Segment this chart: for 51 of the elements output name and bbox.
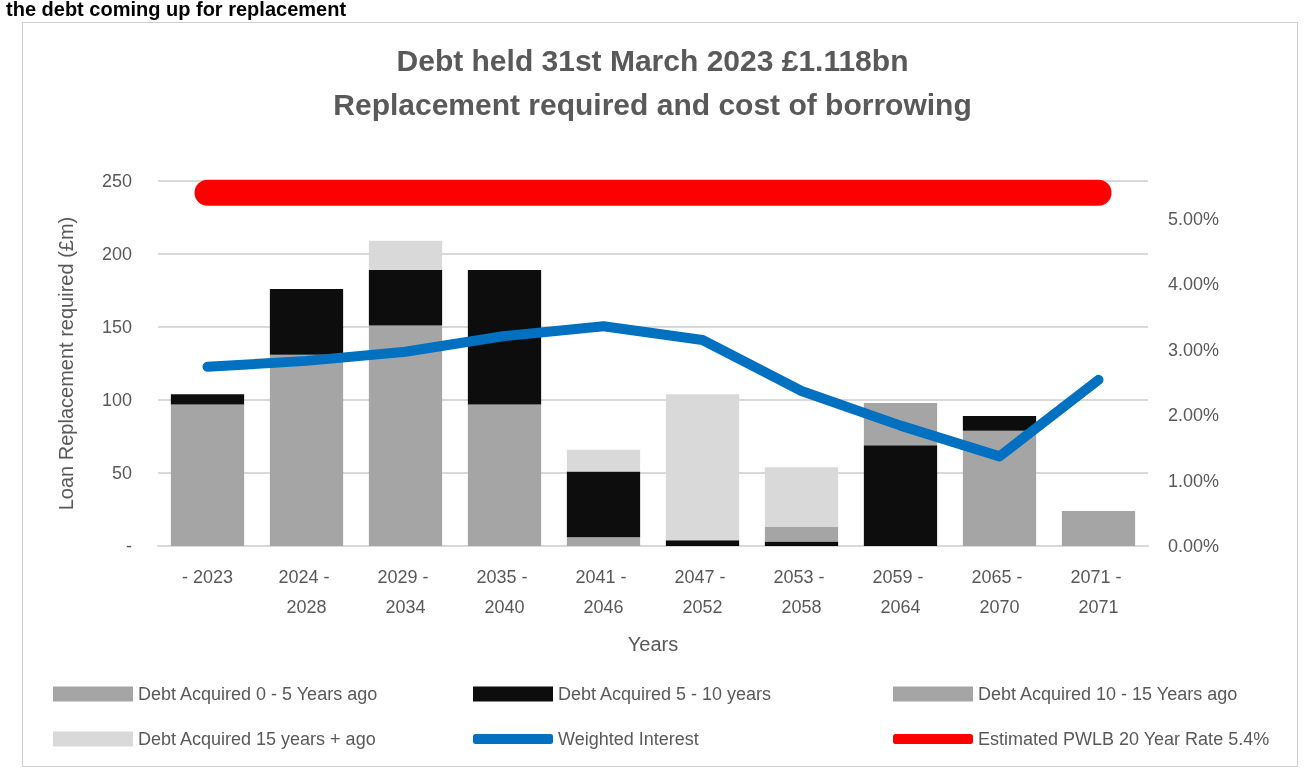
legend-label: Debt Acquired 0 - 5 Years ago — [138, 684, 378, 704]
bar — [863, 445, 938, 546]
x-tick-label: 2029 - 2034 — [377, 567, 434, 617]
legend-label: Estimated PWLB 20 Year Rate 5.4% — [978, 729, 1270, 749]
bar — [764, 541, 839, 546]
y-tick-label: 250 — [101, 171, 132, 191]
y-tick-label: 200 — [101, 244, 132, 264]
y2-tick-label: 3.00% — [1168, 339, 1220, 360]
bar — [1061, 510, 1136, 546]
bar — [665, 540, 740, 546]
y-tick-label: 150 — [101, 317, 132, 337]
x-tick-label: 2047 - 2052 — [674, 567, 731, 617]
x-tick-label: 2053 - 2058 — [773, 567, 830, 617]
y2-tick-label: 5.00% — [1168, 208, 1220, 229]
bar — [467, 404, 542, 546]
bar — [566, 449, 641, 472]
bar — [170, 394, 245, 405]
y2-tick-label: 0.00% — [1168, 536, 1220, 556]
x-axis-title: Years — [627, 633, 679, 655]
bar — [269, 354, 344, 546]
x-tick-label: 2071 - 2071 — [1070, 567, 1127, 617]
legend-label: Debt Acquired 5 - 10 years — [558, 684, 772, 704]
bar — [566, 471, 641, 538]
y-axis-title: Loan Replacement required (£m) — [55, 216, 77, 511]
x-tick-label: 2024 - 2028 — [278, 567, 335, 617]
x-tick-label: 2041 - 2046 — [575, 567, 632, 617]
x-tick-label: 2065 - 2070 — [971, 567, 1028, 617]
bar — [962, 430, 1037, 546]
x-tick-label: 2035 - 2040 — [476, 567, 533, 617]
x-tick-label: - 2023 — [181, 567, 234, 587]
legend-label: Debt Acquired 15 years + ago — [138, 729, 376, 749]
text: the debt coming up for replacement — [6, 0, 347, 21]
y-tick-label: 100 — [101, 390, 132, 410]
bar — [467, 270, 542, 405]
bar — [566, 537, 641, 546]
y-tick-label: 50 — [111, 463, 132, 483]
legend-label: Debt Acquired 10 - 15 Years ago — [978, 684, 1238, 704]
y-tick-label: - — [126, 536, 132, 556]
y2-tick-label: 1.00% — [1168, 470, 1220, 491]
bar — [170, 404, 245, 546]
bar — [269, 289, 344, 355]
y2-tick-label: 4.00% — [1168, 274, 1220, 295]
bar — [368, 325, 443, 546]
legend-label: Weighted Interest — [558, 729, 699, 749]
bar — [962, 416, 1037, 431]
bar — [368, 270, 443, 326]
y2-tick-label: 2.00% — [1168, 405, 1220, 426]
chart-title: Debt held 31st March 2023 £1.118bn — [396, 43, 909, 77]
x-tick-label: 2059 - 2064 — [872, 567, 929, 617]
bar — [764, 527, 839, 542]
chart-subtitle: Replacement required and cost of borrowing — [333, 87, 972, 121]
